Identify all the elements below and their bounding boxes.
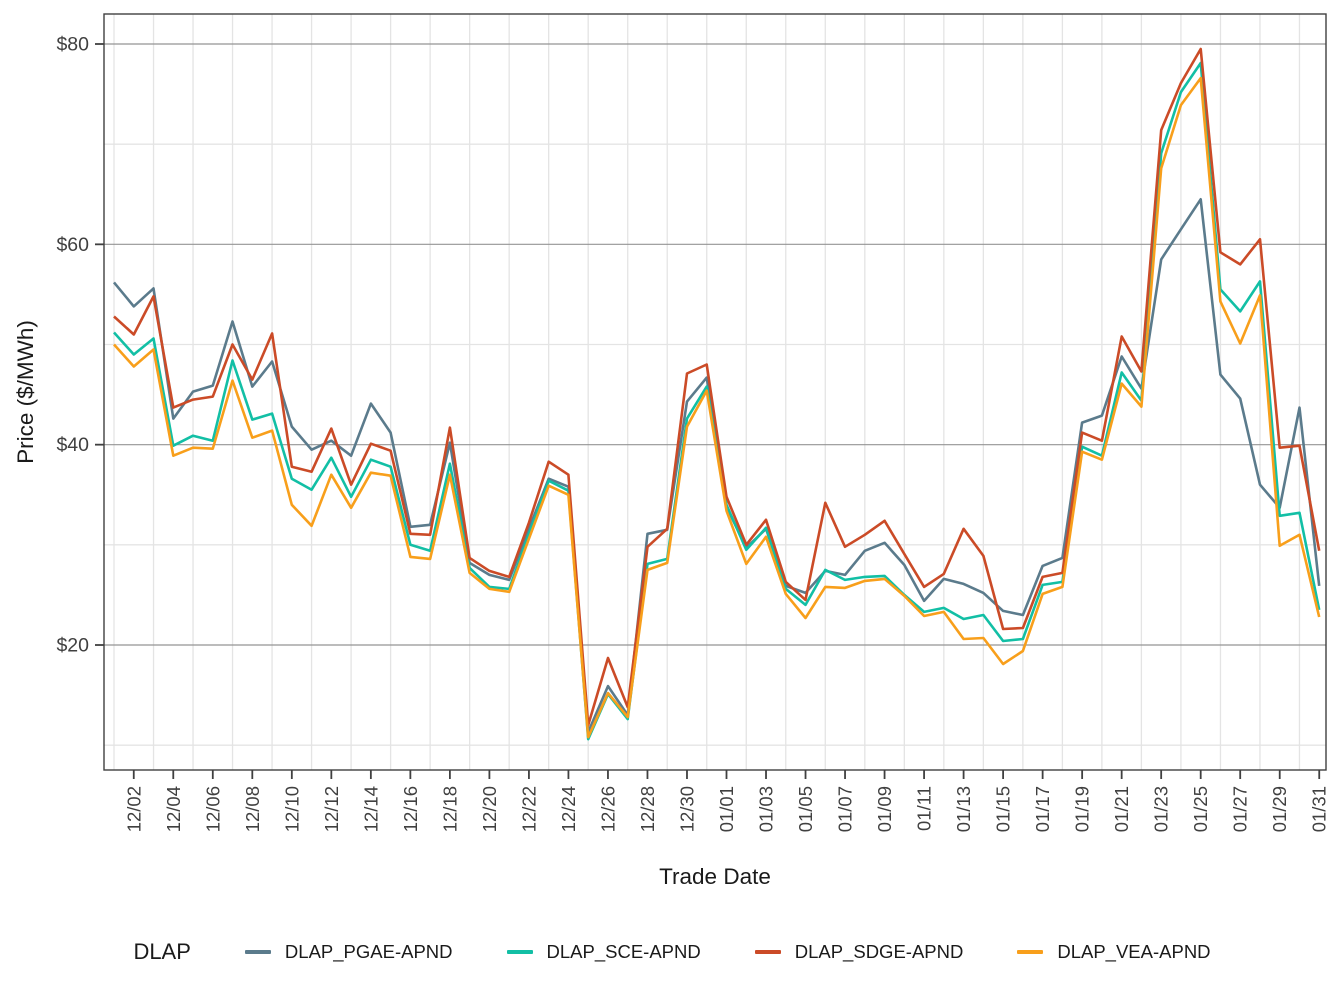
x-tick-label: 01/19 <box>1072 786 1093 832</box>
x-tick-label: 12/14 <box>360 786 381 832</box>
x-tick-label: 12/16 <box>400 786 421 832</box>
legend-label: DLAP_VEA-APND <box>1057 941 1211 962</box>
x-tick-label: 12/30 <box>676 786 697 832</box>
legend-item-DLAP_VEA-APND: DLAP_VEA-APND <box>1017 941 1211 963</box>
x-tick-label: 01/17 <box>1032 786 1053 832</box>
x-tick-label: 01/01 <box>716 786 737 832</box>
x-tick-label: 12/02 <box>123 786 144 832</box>
x-tick-label: 12/22 <box>518 786 539 832</box>
x-tick-label: 01/27 <box>1230 786 1251 832</box>
legend-label: DLAP_PGAE-APND <box>284 941 453 962</box>
y-tick-label: $20 <box>56 635 89 657</box>
x-tick-label: 12/12 <box>321 786 342 832</box>
series-line-DLAP_VEA-APND <box>113 76 1321 739</box>
y-tick-label: $80 <box>56 34 89 56</box>
y-axis-title: Price ($/MWh) <box>13 320 38 464</box>
legend: DLAP DLAP_PGAE-APND DLAP_SCE-APND DLAP_SDG… <box>0 926 1344 978</box>
x-tick-label: 01/07 <box>835 786 856 832</box>
y-tick-label: $40 <box>56 434 89 456</box>
x-tick-label: 01/31 <box>1309 786 1330 832</box>
x-tick-label: 01/23 <box>1151 786 1172 832</box>
legend-title: DLAP <box>133 939 191 964</box>
x-tick-label: 01/29 <box>1269 786 1290 832</box>
legend-swatch <box>1017 950 1044 954</box>
x-tick-label: 12/20 <box>479 786 500 832</box>
legend-swatch <box>244 950 271 954</box>
legend-swatch <box>506 950 533 954</box>
panel-border <box>103 13 1327 771</box>
legend-item-DLAP_SDGE-APND: DLAP_SDGE-APND <box>754 941 964 963</box>
x-tick-label: 01/21 <box>1111 786 1132 832</box>
x-tick-label: 01/25 <box>1190 786 1211 832</box>
series-line-DLAP_PGAE-APND <box>112 198 1321 734</box>
x-axis-title: Trade Date <box>659 864 771 889</box>
legend-swatch <box>754 950 781 954</box>
x-tick-label: 12/24 <box>558 786 579 832</box>
x-tick-label: 01/03 <box>756 786 777 832</box>
x-tick-label: 01/05 <box>795 786 816 832</box>
x-tick-label: 01/09 <box>874 786 895 832</box>
x-tick-label: 12/04 <box>163 786 184 832</box>
y-tick-label: $60 <box>56 234 89 256</box>
x-tick-label: 12/08 <box>242 786 263 832</box>
x-tick-label: 01/11 <box>914 786 935 831</box>
x-tick-label: 12/28 <box>637 786 658 832</box>
legend-item-DLAP_SCE-APND: DLAP_SCE-APND <box>506 941 701 963</box>
legend-item-DLAP_PGAE-APND: DLAP_PGAE-APND <box>244 941 453 963</box>
legend-label: DLAP_SCE-APND <box>546 941 701 962</box>
x-tick-label: 12/18 <box>439 786 460 832</box>
legend-label: DLAP_SDGE-APND <box>794 941 964 962</box>
x-tick-label: 12/26 <box>597 786 618 832</box>
x-tick-label: 01/15 <box>993 786 1014 832</box>
x-tick-label: 12/06 <box>202 786 223 832</box>
x-tick-label: 01/13 <box>953 786 974 832</box>
series-line-DLAP_SCE-APND <box>113 61 1321 741</box>
x-tick-label: 12/10 <box>281 786 302 832</box>
series-line-DLAP_SDGE-APND <box>113 47 1321 727</box>
